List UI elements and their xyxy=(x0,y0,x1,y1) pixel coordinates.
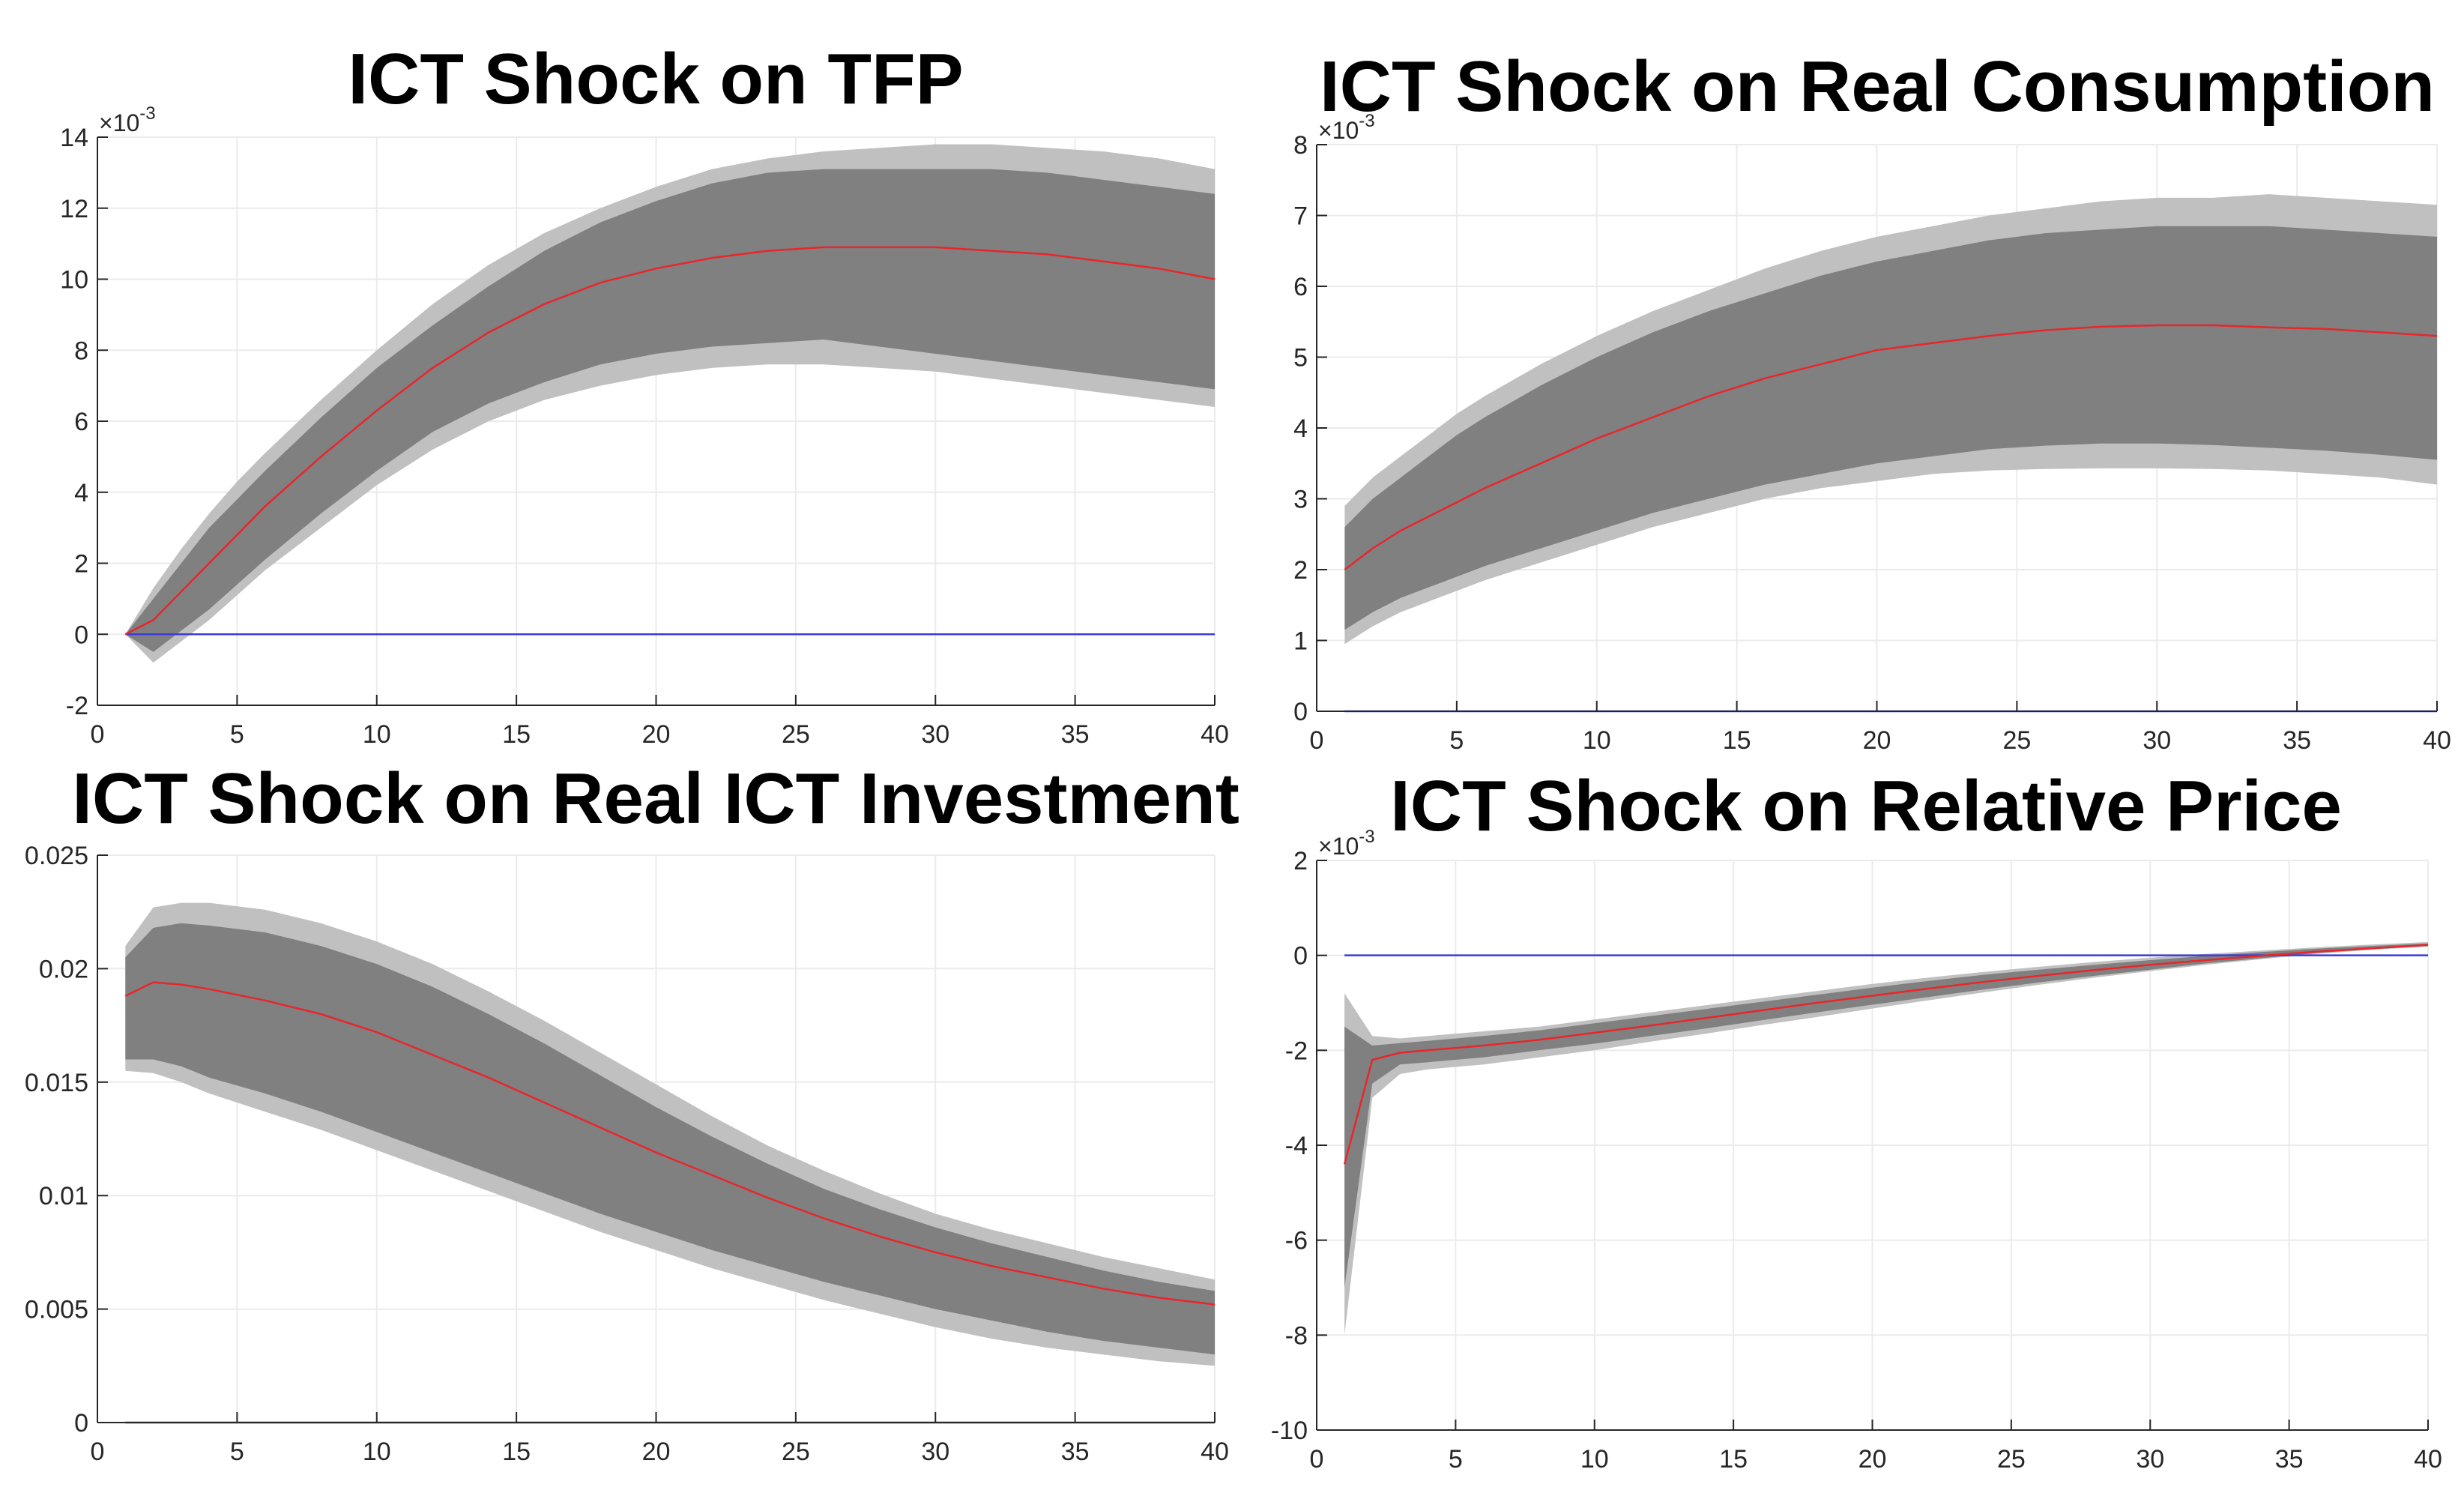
chart-relative-price-ytick-label: -2 xyxy=(1285,1037,1308,1065)
chart-relative-price-inner-band xyxy=(1344,943,2428,1288)
chart-tfp-ytick-label: 0 xyxy=(74,621,88,649)
chart-real-ict-investment-ytick-label: 0.015 xyxy=(25,1069,88,1097)
chart-real-consumption-ytick-label: 6 xyxy=(1293,273,1308,301)
chart-tfp-exponent-label: ×10-3 xyxy=(99,103,156,136)
chart-relative-price-title: ICT Shock on Relative Price xyxy=(1390,766,2342,846)
chart-relative-price-xtick-label: 35 xyxy=(2275,1445,2304,1474)
chart-real-consumption-xtick-label: 0 xyxy=(1310,726,1324,755)
chart-relative-price-ytick-label: 2 xyxy=(1293,847,1308,875)
chart-tfp-exponent-power: -3 xyxy=(139,103,155,124)
chart-real-ict-investment-xtick-label: 20 xyxy=(642,1438,671,1466)
chart-real-consumption-xtick-label: 15 xyxy=(1723,726,1751,755)
chart-tfp-inner-band xyxy=(125,169,1215,652)
chart-real-consumption-exponent-power: -3 xyxy=(1359,111,1374,131)
chart-relative-price-xtick-label: 20 xyxy=(1858,1445,1887,1474)
chart-real-ict-investment-xtick-label: 15 xyxy=(502,1438,531,1466)
chart-tfp-xtick-label: 15 xyxy=(502,720,531,749)
chart-real-consumption-median-line xyxy=(1344,324,2438,570)
chart-tfp-ytick-label: 2 xyxy=(74,550,88,579)
chart-tfp-ytick-label: 8 xyxy=(74,337,88,365)
chart-real-consumption-ytick-label: 3 xyxy=(1293,486,1308,514)
chart-real-consumption-xtick-label: 5 xyxy=(1449,726,1464,755)
chart-real-consumption-ytick-label: 5 xyxy=(1293,344,1308,373)
panel-relative-price: 0 5 10 15 20 25 30 35 40 -10 -8 -6 -4 -2 0 2 ×10-3 ICT Sh… xyxy=(1271,766,2442,1474)
chart-real-ict-investment-ytick-label: 0 xyxy=(74,1409,88,1438)
chart-real-consumption-xtick-label: 25 xyxy=(2002,726,2031,755)
chart-relative-price-ytick-label: -8 xyxy=(1285,1321,1308,1350)
chart-real-ict-investment-ytick-label: 0.025 xyxy=(25,842,88,870)
chart-real-ict-investment-xtick-label: 0 xyxy=(91,1438,105,1466)
chart-relative-price-ytick-label: -10 xyxy=(1271,1417,1308,1445)
chart-real-consumption-ytick-label: 1 xyxy=(1293,627,1308,656)
chart-relative-price-xtick-label: 10 xyxy=(1580,1445,1609,1474)
chart-relative-price-ytick-label: -4 xyxy=(1285,1132,1308,1160)
chart-real-consumption-ytick-label: 4 xyxy=(1293,414,1308,443)
chart-real-ict-investment-xtick-label: 10 xyxy=(363,1438,391,1466)
chart-real-consumption-xtick-label: 35 xyxy=(2283,726,2311,755)
chart-real-consumption-xtick-label: 10 xyxy=(1583,726,1611,755)
chart-tfp-xtick-label: 10 xyxy=(363,720,391,749)
chart-real-consumption-ytick-label: 2 xyxy=(1293,556,1308,585)
chart-real-consumption-xtick-label: 20 xyxy=(1863,726,1891,755)
chart-tfp-xtick-label: 5 xyxy=(230,720,244,749)
chart-real-ict-investment-xtick-label: 40 xyxy=(1201,1438,1229,1466)
chart-relative-price-xtick-label: 40 xyxy=(2414,1445,2442,1474)
chart-relative-price-ytick-label: -6 xyxy=(1285,1227,1308,1255)
chart-tfp-title: ICT Shock on TFP xyxy=(348,39,963,119)
chart-real-ict-investment-xtick-label: 35 xyxy=(1061,1438,1090,1466)
chart-relative-price-ytick-label: 0 xyxy=(1293,942,1308,971)
chart-tfp-xtick-label: 0 xyxy=(91,720,105,749)
chart-relative-price-exponent-power: -3 xyxy=(1359,827,1374,847)
chart-tfp-ytick-label: 10 xyxy=(60,266,88,295)
chart-tfp-xtick-label: 35 xyxy=(1061,720,1090,749)
chart-real-ict-investment-ytick-label: 0.005 xyxy=(25,1296,88,1324)
chart-real-consumption-xtick-label: 30 xyxy=(2143,726,2171,755)
chart-tfp-xtick-label: 30 xyxy=(921,720,949,749)
chart-real-consumption-xtick-label: 40 xyxy=(2423,726,2451,755)
chart-real-ict-investment-xtick-label: 25 xyxy=(782,1438,810,1466)
chart-real-ict-investment-ytick-label: 0.02 xyxy=(39,955,88,983)
chart-relative-price-xtick-label: 15 xyxy=(1719,1445,1748,1474)
chart-real-ict-investment-median-line xyxy=(124,981,1216,1306)
chart-relative-price-median-line xyxy=(1343,944,2429,1165)
chart-real-consumption-ytick-label: 8 xyxy=(1293,131,1308,160)
chart-tfp-xtick-label: 25 xyxy=(782,720,810,749)
chart-real-consumption-ytick-label: 0 xyxy=(1293,698,1308,726)
chart-tfp-ytick-label: 4 xyxy=(74,479,88,507)
chart-tfp-ytick-label: 6 xyxy=(74,408,88,436)
chart-relative-price-xtick-label: 25 xyxy=(1997,1445,2026,1474)
panel-real-ict-investment: 0 5 10 15 20 25 30 35 40 0 0.005 0.01 0.015 0.02 0.025… xyxy=(25,758,1239,1466)
chart-real-ict-investment-xtick-label: 5 xyxy=(230,1438,244,1466)
chart-relative-price-exponent-label: ×10-3 xyxy=(1318,827,1375,860)
chart-real-ict-investment-ytick-label: 0.01 xyxy=(39,1182,88,1210)
chart-real-consumption-inner-band xyxy=(1344,226,2437,630)
chart-relative-price-xtick-label: 5 xyxy=(1449,1445,1463,1474)
chart-real-ict-investment-inner-band xyxy=(125,923,1215,1355)
chart-real-consumption-title: ICT Shock on Real Consumption xyxy=(1320,46,2435,127)
chart-tfp-ytick-label: 14 xyxy=(60,124,88,152)
chart-tfp-xtick-label: 40 xyxy=(1201,720,1229,749)
chart-tfp-xtick-label: 20 xyxy=(642,720,671,749)
chart-relative-price-xtick-label: 30 xyxy=(2136,1445,2164,1474)
chart-relative-price-xtick-label: 0 xyxy=(1310,1445,1324,1474)
chart-real-ict-investment-xtick-label: 30 xyxy=(921,1438,949,1466)
chart-tfp-ytick-label: 12 xyxy=(60,195,88,223)
chart-real-consumption-ytick-label: 7 xyxy=(1293,202,1308,231)
chart-tfp-ytick-label: -2 xyxy=(66,692,88,720)
chart-real-ict-investment-title: ICT Shock on Real ICT Investment xyxy=(72,758,1239,839)
chart-tfp-median-line xyxy=(124,246,1216,636)
